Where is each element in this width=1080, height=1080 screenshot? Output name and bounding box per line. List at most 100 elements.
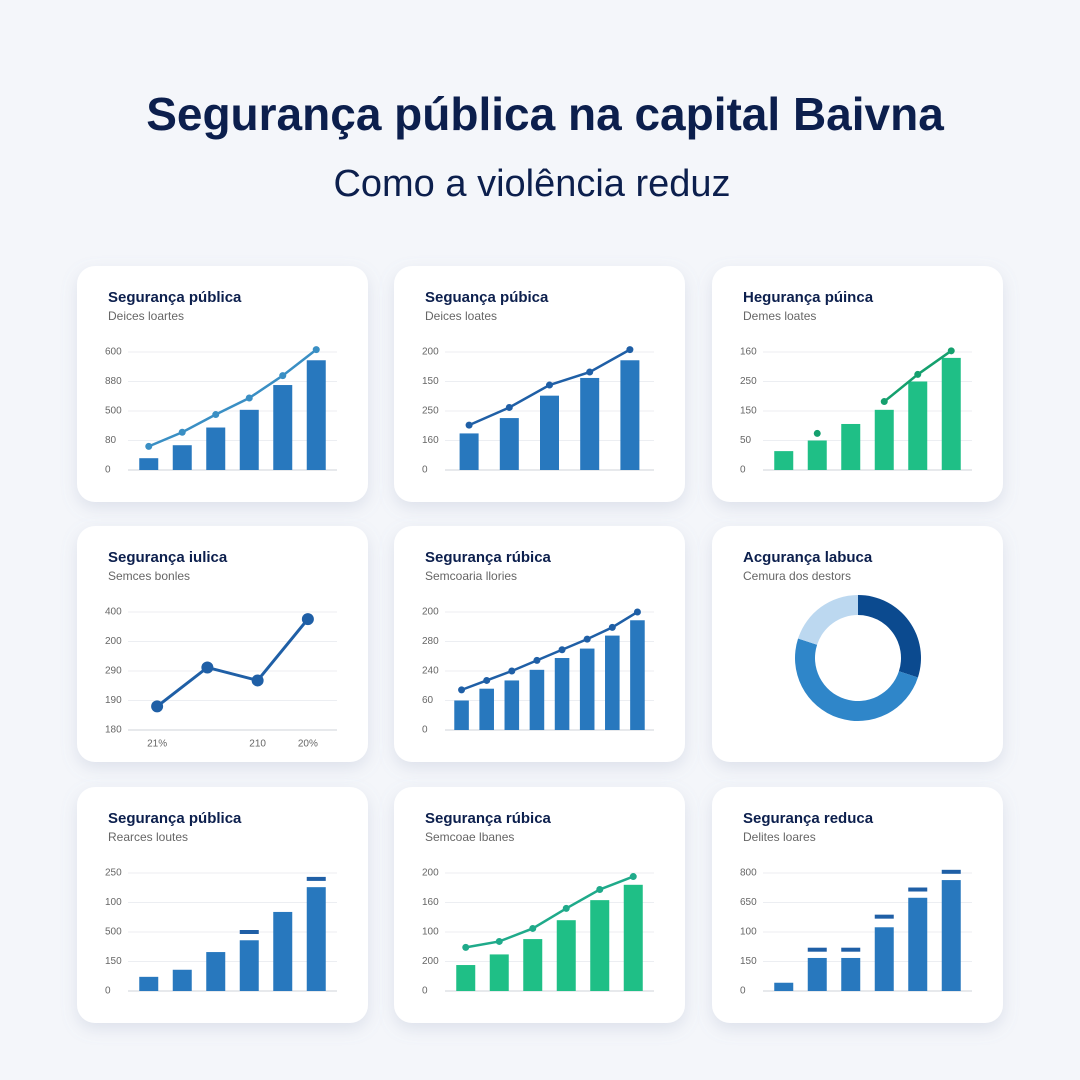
y-tick-label: 190	[105, 695, 122, 706]
dash-marker	[941, 869, 961, 874]
y-tick-label: 200	[422, 607, 439, 618]
bar	[239, 940, 259, 991]
y-tick-label: 290	[105, 666, 122, 677]
y-tick-label: 150	[740, 406, 757, 417]
bar	[540, 395, 559, 470]
line-point	[458, 686, 466, 694]
card-subtitle: Rearces loutes	[108, 830, 188, 844]
x-tick-label: 20%	[298, 739, 318, 750]
y-tick-label: 0	[740, 986, 746, 997]
line-point	[245, 394, 253, 402]
bar	[459, 433, 479, 470]
bar	[206, 427, 226, 470]
y-tick-label: 250	[740, 376, 757, 387]
bar	[580, 377, 600, 470]
bar	[623, 884, 643, 991]
y-tick-label: 250	[422, 406, 439, 417]
y-tick-label: 200	[422, 868, 439, 879]
line-point	[586, 368, 594, 376]
y-tick-label: 880	[105, 376, 122, 387]
bar	[479, 688, 494, 730]
y-tick-label: 150	[422, 376, 439, 387]
bar	[841, 423, 861, 470]
bar	[273, 385, 293, 470]
y-tick-label: 800	[740, 868, 757, 879]
line-point	[947, 347, 955, 355]
donut-segment	[798, 595, 858, 645]
page-subtitle: Como a violência reduz	[333, 163, 730, 205]
line-point	[145, 442, 153, 450]
line-point	[465, 421, 473, 429]
line	[465, 875, 634, 949]
y-tick-label: 0	[740, 465, 746, 476]
card-title: Segurança iulica	[108, 549, 228, 566]
line-point	[301, 613, 314, 626]
y-tick-label: 160	[422, 435, 439, 446]
donut-segment	[794, 638, 918, 721]
card	[712, 526, 1003, 762]
card	[77, 526, 368, 762]
y-tick-label: 160	[740, 347, 757, 358]
card-subtitle: Semces bonles	[108, 569, 190, 583]
y-tick-label: 180	[105, 725, 122, 736]
card-title: Segurança pública	[108, 289, 242, 306]
card	[394, 787, 685, 1023]
y-tick-label: 500	[105, 927, 122, 938]
y-tick-label: 80	[105, 435, 117, 446]
dash-marker	[306, 876, 326, 881]
line-point	[151, 700, 164, 713]
bar	[605, 635, 620, 730]
line-point	[626, 346, 634, 354]
card-title: Hegurança púinca	[743, 289, 874, 306]
line-point	[633, 608, 641, 616]
y-tick-label: 200	[422, 347, 439, 358]
bar	[172, 445, 192, 470]
card	[712, 787, 1003, 1023]
line-point	[178, 428, 186, 436]
y-tick-label: 100	[422, 927, 439, 938]
bar	[841, 957, 861, 991]
page-title: Segurança pública na capital Baivna	[146, 88, 944, 140]
bar	[908, 897, 928, 991]
y-tick-label: 0	[422, 986, 428, 997]
line-point	[608, 623, 616, 631]
y-tick-label: 150	[740, 956, 757, 967]
y-tick-label: 100	[740, 927, 757, 938]
bar	[874, 409, 894, 470]
line-point	[312, 346, 320, 354]
bar	[556, 920, 576, 991]
card-subtitle: Demes loates	[743, 309, 816, 323]
y-tick-label: 200	[105, 636, 122, 647]
y-tick-label: 150	[105, 956, 122, 967]
card-title: Seguança púbica	[425, 289, 549, 306]
bar	[172, 969, 192, 991]
dash-marker	[807, 947, 827, 952]
line-point	[201, 661, 214, 674]
bar	[620, 360, 640, 470]
line-point	[212, 411, 220, 419]
card-title: Segurança rúbica	[425, 549, 552, 566]
y-tick-label: 400	[105, 607, 122, 618]
card-subtitle: Deices loates	[425, 309, 497, 323]
line-point	[596, 886, 604, 894]
bar	[499, 418, 519, 470]
line-point	[558, 646, 566, 654]
bar	[807, 440, 827, 470]
bar	[941, 880, 961, 991]
y-tick-label: 0	[422, 725, 428, 736]
line-point	[546, 381, 553, 389]
bar	[139, 976, 159, 991]
bar	[273, 911, 293, 991]
bar	[239, 409, 259, 470]
card-subtitle: Delites loares	[743, 830, 816, 844]
card-title: Acgurança labuca	[743, 549, 873, 566]
bar	[874, 927, 894, 991]
card	[77, 266, 368, 502]
x-tick-label: 21%	[147, 739, 167, 750]
card	[712, 266, 1003, 502]
y-tick-label: 0	[422, 465, 428, 476]
line-point	[533, 656, 541, 664]
card-subtitle: Semcoae lbanes	[425, 830, 514, 844]
y-tick-label: 600	[105, 347, 122, 358]
